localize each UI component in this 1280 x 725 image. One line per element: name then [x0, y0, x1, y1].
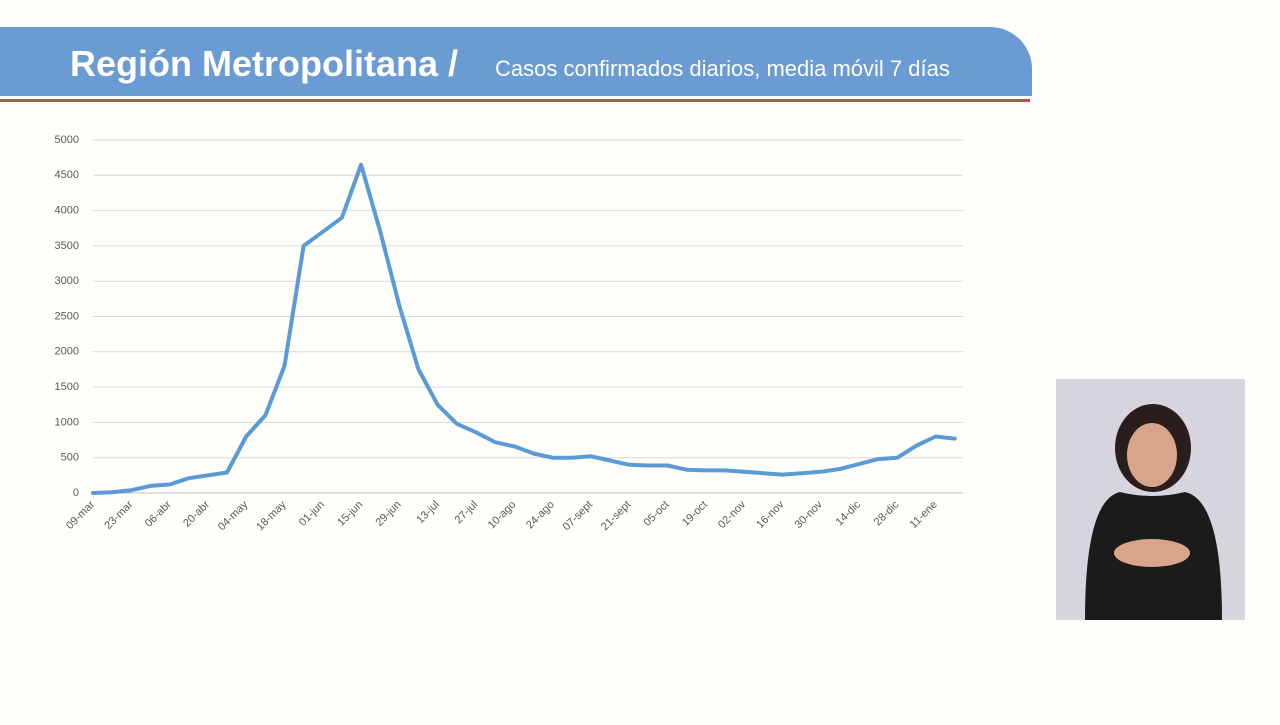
x-tick-label: 23-mar	[102, 498, 135, 531]
x-tick-label: 20-abr	[181, 498, 212, 529]
y-tick-label: 4000	[55, 205, 79, 217]
x-tick-label: 04-may	[216, 498, 251, 533]
x-tick-label: 19-oct	[680, 499, 710, 529]
x-tick-label: 05-oct	[642, 499, 672, 529]
x-tick-label: 18-may	[254, 498, 289, 533]
x-tick-label: 02-nov	[716, 498, 749, 531]
x-tick-label: 10-ago	[486, 499, 519, 532]
y-tick-label: 5000	[55, 134, 79, 146]
data-line	[91, 162, 957, 495]
x-tick-label: 24-ago	[524, 499, 557, 532]
y-tick-label: 1500	[55, 381, 79, 393]
hands	[1114, 539, 1190, 567]
x-tick-label: 07-sept	[561, 499, 595, 533]
header-rule	[0, 99, 1030, 102]
x-tick-label: 21-sept	[599, 499, 633, 533]
y-tick-label: 2500	[55, 310, 79, 322]
x-tick-label: 28-dic	[872, 498, 902, 528]
y-tick-label: 1000	[55, 416, 79, 428]
header-banner	[0, 27, 1032, 96]
chart-title: Región Metropolitana /	[70, 43, 458, 84]
chart-subtitle: Casos confirmados diarios, media móvil 7…	[495, 56, 950, 81]
y-tick-label: 3000	[55, 275, 79, 287]
x-tick-label: 13-jul	[414, 499, 442, 527]
y-tick-label: 0	[73, 487, 79, 499]
x-tick-label: 09-mar	[64, 498, 97, 531]
y-tick-label: 2000	[55, 346, 79, 358]
x-tick-label: 11-ene	[908, 499, 940, 531]
x-tick-label: 16-nov	[754, 498, 787, 531]
x-tick-label: 01-jun	[297, 499, 327, 529]
x-tick-label: 14-dic	[833, 498, 863, 528]
y-tick-label: 500	[61, 452, 79, 464]
y-tick-label: 4500	[55, 169, 79, 181]
x-tick-label: 29-jun	[373, 499, 403, 529]
interpreter-video	[1056, 379, 1245, 620]
x-tick-label: 15-jun	[335, 499, 365, 529]
y-tick-label: 3500	[55, 240, 79, 252]
face	[1127, 423, 1177, 487]
x-tick-label: 06-abr	[143, 498, 174, 529]
x-tick-label: 27-jul	[453, 499, 481, 527]
x-tick-label: 30-nov	[793, 498, 826, 531]
